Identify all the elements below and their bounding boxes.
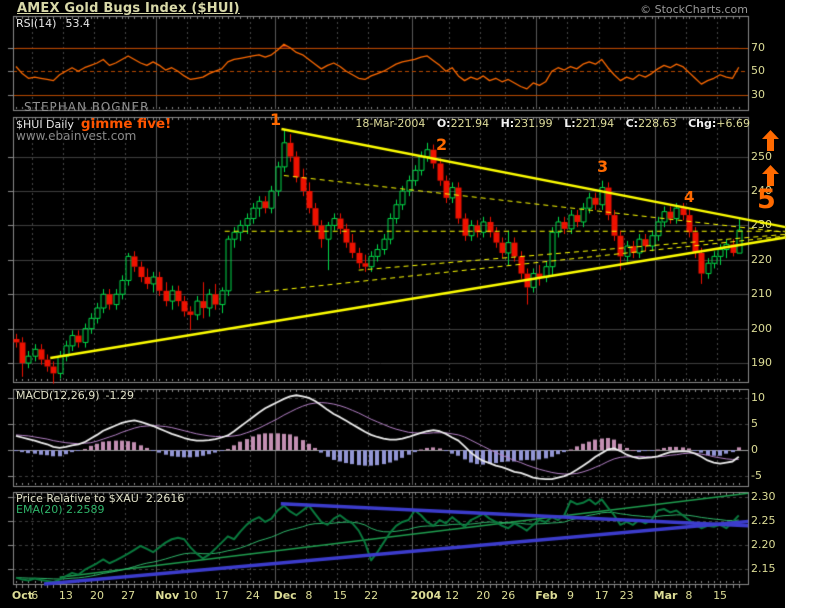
x-axis-tick-label: 6 <box>31 589 39 602</box>
x-axis-tick-label: 9 <box>567 589 575 602</box>
x-axis-tick-label: 20 <box>90 589 104 602</box>
x-axis-tick-label: Mar <box>653 589 678 602</box>
x-axis-tick-label: 24 <box>245 589 260 602</box>
x-axis-tick-label: 10 <box>183 589 198 602</box>
x-axis-tick-label: Dec <box>273 589 297 602</box>
x-axis-tick-label: 15 <box>333 589 347 602</box>
x-axis-tick-label: 17 <box>594 589 609 602</box>
x-axis-tick-label: 17 <box>214 589 229 602</box>
x-axis-tick-label: 22 <box>364 589 379 602</box>
x-axis-tick-label: Oct <box>11 589 34 602</box>
x-axis-tick-label: Nov <box>155 589 180 602</box>
x-axis-tick-label: 27 <box>121 589 136 602</box>
x-axis-tick-label: 23 <box>619 589 634 602</box>
x-axis-tick-label: Feb <box>535 589 558 602</box>
x-axis-tick-label: 26 <box>501 589 516 602</box>
x-axis-tick-label: 8 <box>685 589 693 602</box>
x-axis-tick-label: 8 <box>305 589 313 602</box>
x-axis-tick-label: 2004 <box>410 589 442 602</box>
x-axis-tick-label: 12 <box>445 589 460 602</box>
x-axis-tick-label: 13 <box>58 589 73 602</box>
x-axis-tick-label: 20 <box>476 589 491 602</box>
x-axis-tick-label: 15 <box>713 589 728 602</box>
